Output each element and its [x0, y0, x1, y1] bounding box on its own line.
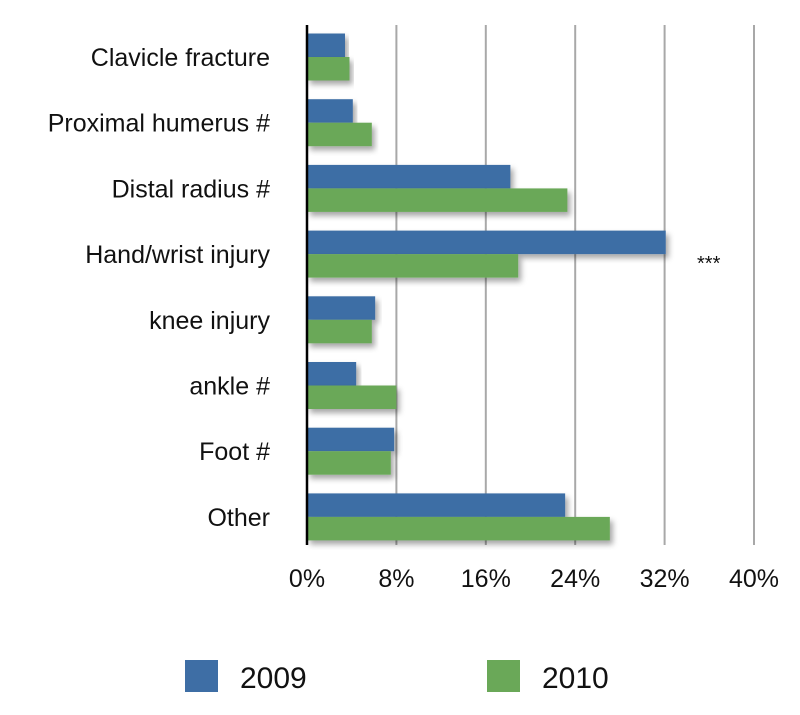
x-tick-label: 32%	[640, 565, 690, 593]
category-label: Distal radius #	[112, 175, 270, 203]
significance-annotation: ***	[697, 253, 721, 275]
bar-2010-7	[307, 516, 610, 541]
legend-swatch-2010	[487, 660, 520, 692]
category-label: Proximal humerus #	[48, 110, 270, 138]
category-label: Other	[207, 504, 270, 532]
legend-label: 2010	[542, 662, 609, 695]
category-label: Hand/wrist injury	[85, 241, 270, 269]
bar-2009-4	[307, 296, 376, 320]
bar-2009-1	[307, 99, 353, 123]
bar-2009-6	[307, 427, 395, 452]
bar-2010-6	[307, 451, 391, 475]
x-tick-label: 40%	[729, 565, 779, 593]
bar-2010-1	[307, 122, 372, 147]
bar-2010-0	[307, 57, 350, 81]
category-label: ankle #	[189, 373, 270, 401]
bar-2010-3	[307, 254, 519, 278]
category-label: Clavicle fracture	[91, 44, 270, 72]
bar-2009-2	[307, 164, 511, 189]
legend-label: 2009	[240, 662, 307, 695]
bar-2010-5	[307, 385, 397, 409]
x-tick-label: 24%	[550, 565, 600, 593]
bar-2010-4	[307, 319, 372, 344]
bar-2009-5	[307, 362, 357, 386]
x-tick-label: 8%	[378, 565, 414, 593]
bar-2010-2	[307, 188, 568, 212]
category-label: knee injury	[149, 307, 270, 335]
bar-2009-3	[307, 230, 666, 255]
x-tick-label: 16%	[461, 565, 511, 593]
legend-swatch-2009	[185, 660, 218, 692]
category-label: Foot #	[199, 438, 270, 466]
bar-2009-7	[307, 493, 566, 517]
bar-2009-0	[307, 33, 345, 57]
x-tick-label: 0%	[289, 565, 325, 593]
